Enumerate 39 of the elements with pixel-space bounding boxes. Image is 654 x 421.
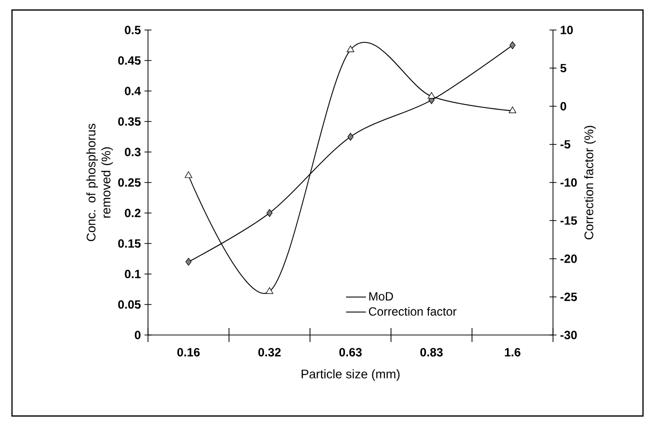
point	[184, 171, 192, 178]
legend-label: MoD	[369, 292, 393, 301]
point	[508, 106, 516, 114]
x-tick-label: 0.32	[258, 348, 281, 356]
x-tick-label: 0.83	[420, 348, 443, 356]
point	[348, 132, 354, 141]
y2-tick-label: 10	[560, 26, 573, 34]
point	[510, 41, 516, 50]
point	[266, 287, 274, 294]
y-tick-label: 0.3	[124, 148, 141, 156]
y2-tick-label: 5	[560, 64, 566, 72]
x-axis-title: Particle size (mm)	[302, 369, 400, 381]
point	[346, 46, 354, 52]
y-tick-label: 0	[134, 330, 141, 340]
y-tick-label: 0.1	[124, 270, 141, 278]
x-tick-label: 0.63	[339, 348, 362, 356]
y2-tick-label: -30	[560, 330, 577, 340]
point	[266, 209, 272, 217]
x-tick-label: 1.6	[504, 348, 520, 356]
y2-tick-label: -5	[560, 140, 570, 149]
y-tick-label: 0.4	[124, 86, 141, 96]
y-tick-label: 0.45	[118, 56, 141, 65]
y-tick-label: 0.5	[124, 26, 141, 34]
y-tick-label: 0.35	[118, 117, 141, 126]
y2-tick-label: 0	[560, 102, 566, 110]
y2-axis-title: Correction factor (%)	[584, 126, 596, 240]
point	[186, 258, 192, 266]
y-tick-label: 0.25	[118, 178, 141, 187]
y2-tick-label: -20	[560, 254, 577, 263]
y-axis-title: Conc. of phosphorus removed (%)	[86, 124, 113, 242]
y2-tick-label: -15	[560, 216, 577, 225]
x-tick-label: 0.16	[177, 348, 200, 356]
y-tick-label: 0.2	[124, 208, 141, 218]
legend-label: Correction factor	[368, 306, 456, 316]
y2-tick-label: -10	[560, 178, 577, 187]
y-tick-label: 0.05	[118, 300, 141, 309]
point	[428, 92, 436, 99]
y-tick-label: 0.15	[118, 239, 141, 248]
y2-tick-label: -25	[560, 292, 577, 302]
